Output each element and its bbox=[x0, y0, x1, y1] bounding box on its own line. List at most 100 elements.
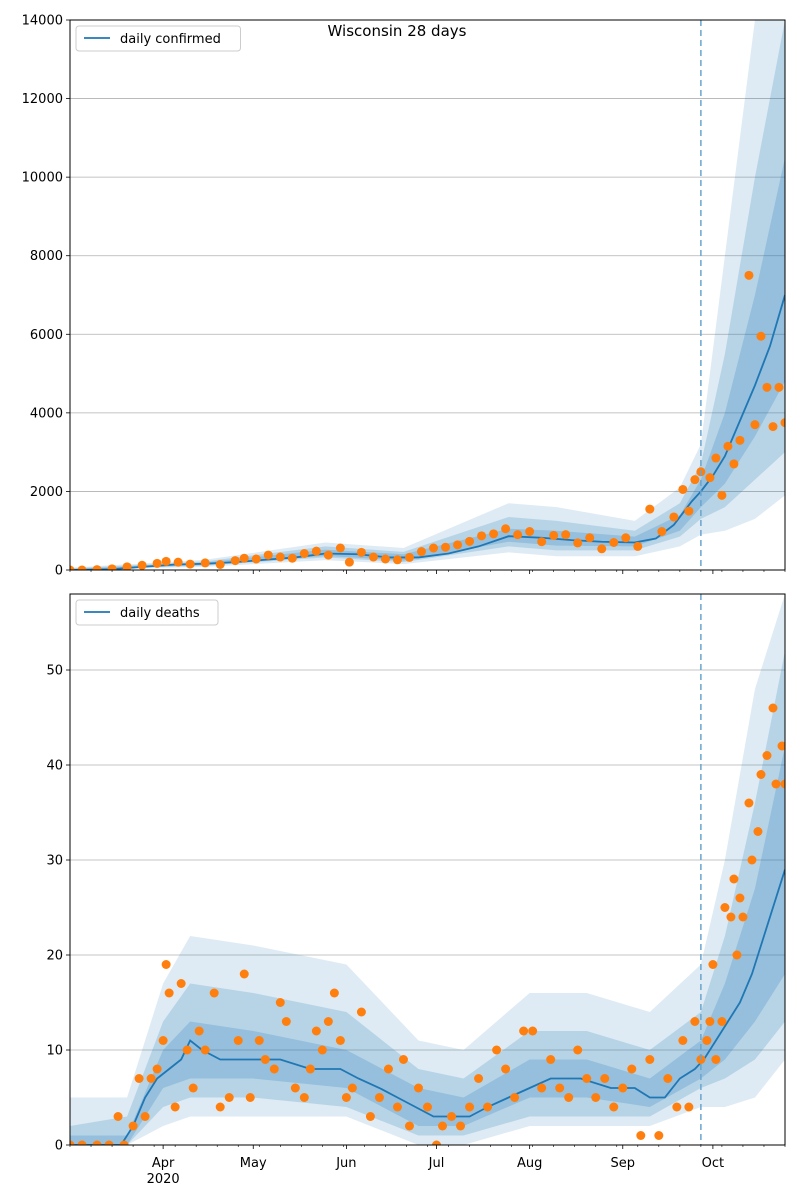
data-point bbox=[657, 527, 667, 536]
x-tick-label: Jun bbox=[335, 1156, 356, 1171]
data-point bbox=[732, 950, 742, 960]
data-point bbox=[645, 504, 655, 514]
legend: daily confirmed bbox=[75, 25, 241, 52]
x-tick-label: Sep bbox=[611, 1156, 636, 1171]
data-point bbox=[735, 435, 745, 445]
data-point bbox=[645, 1055, 655, 1064]
data-point bbox=[356, 1007, 366, 1017]
data-point bbox=[329, 988, 339, 998]
data-point bbox=[380, 554, 390, 564]
data-point bbox=[245, 1093, 255, 1102]
data-point bbox=[717, 1017, 727, 1026]
data-point bbox=[299, 549, 309, 558]
data-point bbox=[519, 1026, 529, 1036]
data-point bbox=[711, 453, 721, 463]
legend-label: daily confirmed bbox=[120, 32, 221, 47]
data-point bbox=[549, 530, 559, 540]
plot-area bbox=[70, 20, 785, 570]
data-point bbox=[654, 1131, 664, 1140]
data-point bbox=[777, 741, 785, 751]
data-point bbox=[762, 751, 772, 760]
data-point bbox=[537, 1083, 547, 1093]
data-point bbox=[287, 553, 297, 563]
y-tick-label: 10 bbox=[46, 1044, 63, 1059]
data-point bbox=[753, 827, 763, 836]
data-point bbox=[233, 1036, 243, 1045]
data-point bbox=[672, 1102, 682, 1112]
data-point bbox=[684, 1102, 694, 1112]
data-point bbox=[705, 1017, 715, 1026]
data-point bbox=[209, 988, 219, 998]
data-point bbox=[152, 558, 162, 568]
data-point bbox=[311, 1026, 321, 1036]
data-point bbox=[398, 1055, 408, 1064]
data-point bbox=[729, 874, 739, 884]
data-point bbox=[423, 1102, 432, 1112]
data-point bbox=[185, 559, 195, 569]
data-point bbox=[678, 484, 688, 494]
data-point bbox=[747, 855, 757, 865]
data-point bbox=[239, 969, 249, 979]
data-point bbox=[453, 540, 463, 550]
data-point bbox=[230, 556, 240, 566]
data-point bbox=[383, 1064, 393, 1074]
data-point bbox=[771, 779, 781, 789]
x-tick-label: May bbox=[240, 1156, 267, 1171]
data-point bbox=[200, 1045, 210, 1055]
x-tick-year-label: 2020 bbox=[147, 1172, 180, 1187]
data-point bbox=[392, 555, 402, 565]
data-point bbox=[290, 1083, 300, 1093]
data-point bbox=[305, 1064, 315, 1074]
y-tick-label: 12000 bbox=[22, 92, 63, 107]
data-point bbox=[170, 1102, 180, 1112]
data-point bbox=[600, 1074, 610, 1083]
data-point bbox=[260, 1055, 270, 1064]
data-point bbox=[744, 270, 754, 280]
data-point bbox=[254, 1036, 264, 1045]
data-point bbox=[281, 1017, 291, 1026]
data-point bbox=[729, 459, 739, 469]
y-tick-label: 0 bbox=[55, 1139, 63, 1154]
data-point bbox=[708, 960, 718, 969]
data-point bbox=[392, 1102, 402, 1112]
data-point bbox=[513, 530, 523, 540]
data-point bbox=[609, 538, 619, 547]
data-point bbox=[374, 1093, 384, 1102]
data-point bbox=[344, 557, 354, 567]
data-point bbox=[164, 988, 174, 998]
data-point bbox=[768, 703, 778, 713]
data-point bbox=[200, 558, 210, 568]
data-point bbox=[768, 422, 778, 432]
data-point bbox=[335, 1036, 345, 1045]
data-point bbox=[756, 331, 766, 341]
data-point bbox=[738, 912, 748, 922]
data-point bbox=[474, 1074, 484, 1083]
data-point bbox=[510, 1093, 520, 1102]
uncertainty-band bbox=[70, 20, 785, 570]
data-point bbox=[465, 536, 475, 546]
data-point bbox=[92, 565, 102, 570]
data-point bbox=[690, 475, 700, 485]
data-point bbox=[735, 893, 745, 903]
data-point bbox=[365, 1112, 375, 1121]
data-point bbox=[140, 1112, 150, 1121]
data-point bbox=[447, 1112, 457, 1121]
data-point bbox=[591, 1093, 601, 1102]
data-point bbox=[582, 1074, 592, 1083]
data-point bbox=[762, 382, 772, 392]
y-tick-label: 10000 bbox=[22, 171, 63, 186]
data-point bbox=[152, 1064, 162, 1074]
legend-label: daily deaths bbox=[120, 606, 200, 621]
data-point bbox=[750, 420, 760, 430]
data-point bbox=[161, 556, 171, 566]
x-tick-label: Oct bbox=[702, 1156, 724, 1171]
data-point bbox=[104, 1140, 114, 1145]
data-point bbox=[669, 512, 679, 522]
data-point bbox=[678, 1036, 688, 1045]
data-point bbox=[597, 544, 607, 554]
axes-frame bbox=[69, 19, 786, 571]
uncertainty-band bbox=[70, 651, 785, 1145]
x-tick-label: Aug bbox=[517, 1156, 542, 1171]
x-tick-label: Apr bbox=[152, 1156, 175, 1171]
